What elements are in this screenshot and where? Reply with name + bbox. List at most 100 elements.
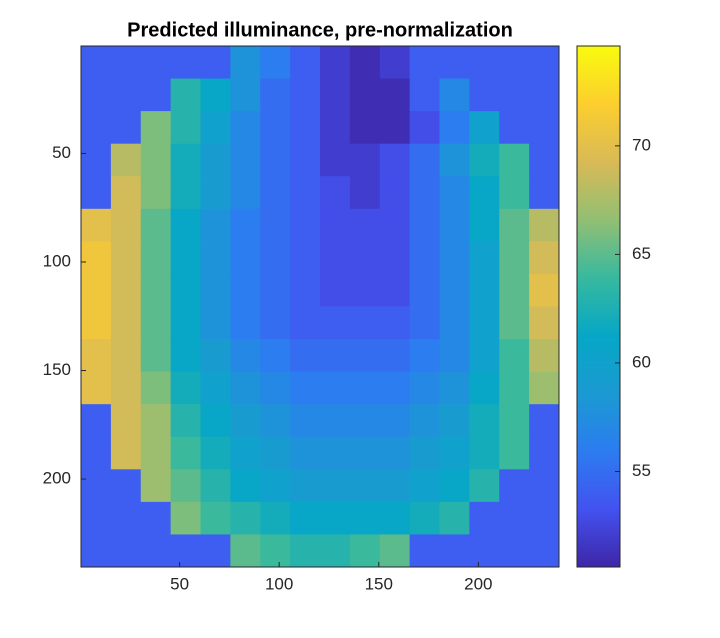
heatmap-cell <box>320 339 351 373</box>
heatmap-cell <box>260 534 291 568</box>
heatmap-cell <box>499 501 530 535</box>
heatmap-cell <box>529 241 560 275</box>
heatmap-cell <box>529 306 560 340</box>
colorbar <box>576 45 621 568</box>
heatmap-cell <box>320 306 351 340</box>
heatmap-cell <box>409 306 440 340</box>
heatmap-cell <box>349 371 381 405</box>
heatmap-cell <box>499 339 530 373</box>
heatmap-cell <box>469 241 500 275</box>
heatmap-cell <box>409 371 440 405</box>
heatmap-cell <box>170 404 201 438</box>
colorbar-tick-label: 55 <box>632 461 651 480</box>
heatmap-cell <box>320 534 351 568</box>
heatmap-cell <box>290 111 321 145</box>
heatmap-cell <box>290 143 321 177</box>
heatmap-cell <box>230 143 261 177</box>
heatmap-cell <box>140 404 172 438</box>
heatmap-cell <box>81 404 112 438</box>
heatmap-cell <box>469 534 500 568</box>
heatmap-cell <box>81 339 112 373</box>
heatmap-cell <box>81 436 112 470</box>
heatmap-cell <box>349 273 381 307</box>
heatmap-cell <box>349 534 381 568</box>
heatmap-cell <box>349 176 381 210</box>
heatmap-cell <box>529 436 560 470</box>
y-tick-label: 100 <box>43 251 71 270</box>
heatmap-cell <box>379 404 411 438</box>
heatmap-cell <box>320 111 351 145</box>
heatmap-cell <box>529 208 560 242</box>
heatmap-cell <box>140 78 172 112</box>
heatmap-cell <box>170 78 201 112</box>
heatmap-cell <box>499 306 530 340</box>
heatmap-cell <box>290 534 321 568</box>
heatmap-cell <box>409 501 440 535</box>
heatmap-cell <box>349 404 381 438</box>
heatmap-cell <box>469 339 500 373</box>
heatmap-cell <box>230 241 261 275</box>
heatmap-cell <box>290 273 321 307</box>
heatmap-cell <box>230 371 261 405</box>
heatmap-cell <box>529 371 560 405</box>
heatmap-cell <box>290 208 321 242</box>
heatmap-cell <box>230 111 261 145</box>
heatmap-cell <box>469 46 500 80</box>
heatmap-cell <box>230 208 261 242</box>
heatmap-cell <box>81 469 112 503</box>
heatmap-cell <box>349 143 381 177</box>
plot-frame <box>80 45 560 568</box>
heatmap-cell <box>469 273 500 307</box>
heatmap-cell <box>110 436 142 470</box>
heatmap-cell <box>499 46 530 80</box>
heatmap-cell <box>529 78 560 112</box>
heatmap-cell <box>349 306 381 340</box>
heatmap-cell <box>529 339 560 373</box>
heatmap-cell <box>170 534 201 568</box>
heatmap-cell <box>379 46 411 80</box>
heatmap-cell <box>379 143 411 177</box>
heatmap-cell <box>200 241 231 275</box>
heatmap-cell <box>260 469 291 503</box>
heatmap-cell <box>379 111 411 145</box>
heatmap-cell <box>529 46 560 80</box>
heatmap-cell <box>529 534 560 568</box>
heatmap-cell <box>499 143 530 177</box>
heatmap-cell <box>140 306 172 340</box>
heatmap-cell <box>499 404 530 438</box>
heatmap-cell <box>260 371 291 405</box>
heatmap-cell <box>349 436 381 470</box>
heatmap-cell <box>439 273 470 307</box>
heatmap-cell <box>170 306 201 340</box>
heatmap-cell <box>260 501 291 535</box>
heatmap-cell <box>439 306 470 340</box>
heatmap-cell <box>379 241 411 275</box>
heatmap-cell <box>140 534 172 568</box>
heatmap-cell <box>499 469 530 503</box>
heatmap-cell <box>409 534 440 568</box>
heatmap-cell <box>469 469 500 503</box>
heatmap-cell <box>469 501 500 535</box>
heatmap-cell <box>140 143 172 177</box>
heatmap-cell <box>379 339 411 373</box>
heatmap-cell <box>379 534 411 568</box>
heatmap-cell <box>290 469 321 503</box>
heatmap-cell <box>110 111 142 145</box>
heatmap-cell <box>170 501 201 535</box>
heatmap-cell <box>409 241 440 275</box>
heatmap-cell <box>409 46 440 80</box>
heatmap-cell <box>260 143 291 177</box>
heatmap-cell <box>320 208 351 242</box>
heatmap-cell <box>439 501 470 535</box>
heatmap-cell <box>230 501 261 535</box>
heatmap-cell <box>200 111 231 145</box>
heatmap-cell <box>439 371 470 405</box>
heatmap-cell <box>439 176 470 210</box>
heatmap-cell <box>170 241 201 275</box>
heatmap-cell <box>81 501 112 535</box>
heatmap-cell <box>200 208 231 242</box>
x-tick-label: 50 <box>170 574 189 593</box>
heatmap-cell <box>290 404 321 438</box>
heatmap-cell <box>349 78 381 112</box>
